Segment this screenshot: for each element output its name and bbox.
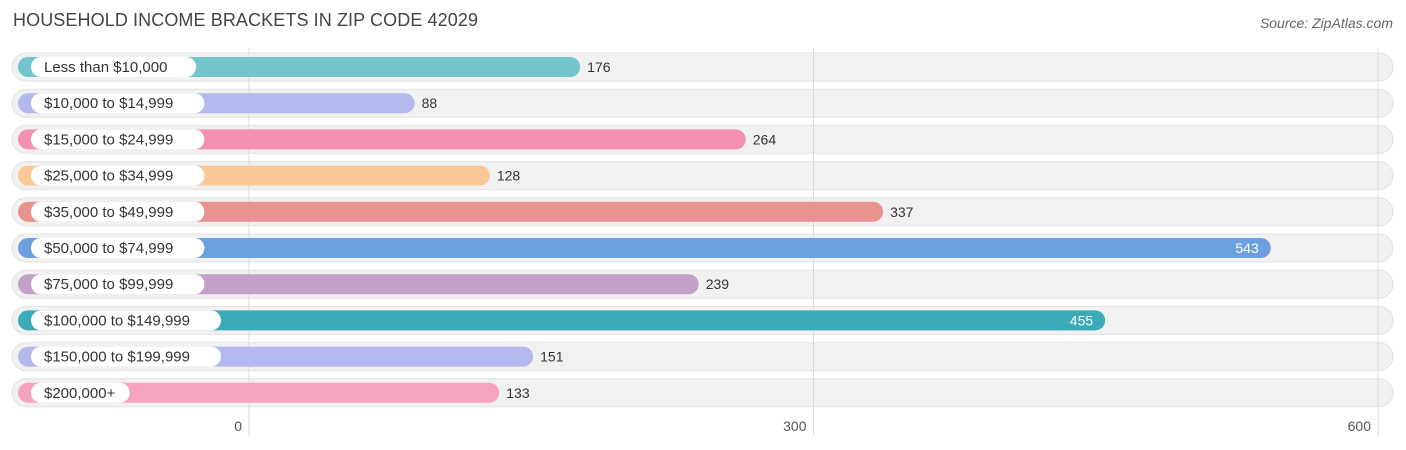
category-pill xyxy=(31,274,205,295)
bar xyxy=(18,201,884,222)
category-pill xyxy=(31,346,221,367)
bar xyxy=(18,238,1271,258)
category-pill xyxy=(31,93,205,114)
category-pill xyxy=(31,382,130,403)
category-label: $200,000+ xyxy=(44,385,116,402)
x-tick-label: 600 xyxy=(1348,418,1372,434)
category-pill xyxy=(31,310,221,331)
category-label: $25,000 to $34,999 xyxy=(44,168,173,185)
category-pill xyxy=(31,129,205,150)
value-label: 264 xyxy=(753,131,777,147)
bar xyxy=(18,310,1106,331)
value-label: 176 xyxy=(587,59,611,75)
x-tick-label: 300 xyxy=(783,418,807,434)
value-label: 88 xyxy=(422,95,438,111)
category-label: $50,000 to $74,999 xyxy=(44,240,173,257)
category-label: $75,000 to $99,999 xyxy=(44,276,173,293)
category-pill xyxy=(31,57,197,77)
category-label: $15,000 to $24,999 xyxy=(44,131,173,148)
category-pill xyxy=(31,201,205,222)
category-pill xyxy=(31,165,205,186)
chart-title: HOUSEHOLD INCOME BRACKETS IN ZIP CODE 42… xyxy=(13,10,479,30)
category-pill xyxy=(31,238,205,258)
value-label: 455 xyxy=(1070,312,1094,328)
category-label: $35,000 to $49,999 xyxy=(44,204,173,221)
value-label: 128 xyxy=(497,168,521,184)
bar xyxy=(18,382,500,403)
chart-source: Source: ZipAtlas.com xyxy=(1259,15,1393,31)
value-label: 133 xyxy=(506,385,530,401)
category-label: $100,000 to $149,999 xyxy=(44,312,190,329)
x-tick-label: 0 xyxy=(234,418,242,434)
category-label: $10,000 to $14,999 xyxy=(44,95,173,112)
value-label: 151 xyxy=(540,349,564,365)
category-label: $150,000 to $199,999 xyxy=(44,349,190,366)
value-label: 543 xyxy=(1235,240,1259,256)
category-label: Less than $10,000 xyxy=(44,59,167,76)
value-label: 239 xyxy=(706,276,730,292)
value-label: 337 xyxy=(890,204,914,220)
